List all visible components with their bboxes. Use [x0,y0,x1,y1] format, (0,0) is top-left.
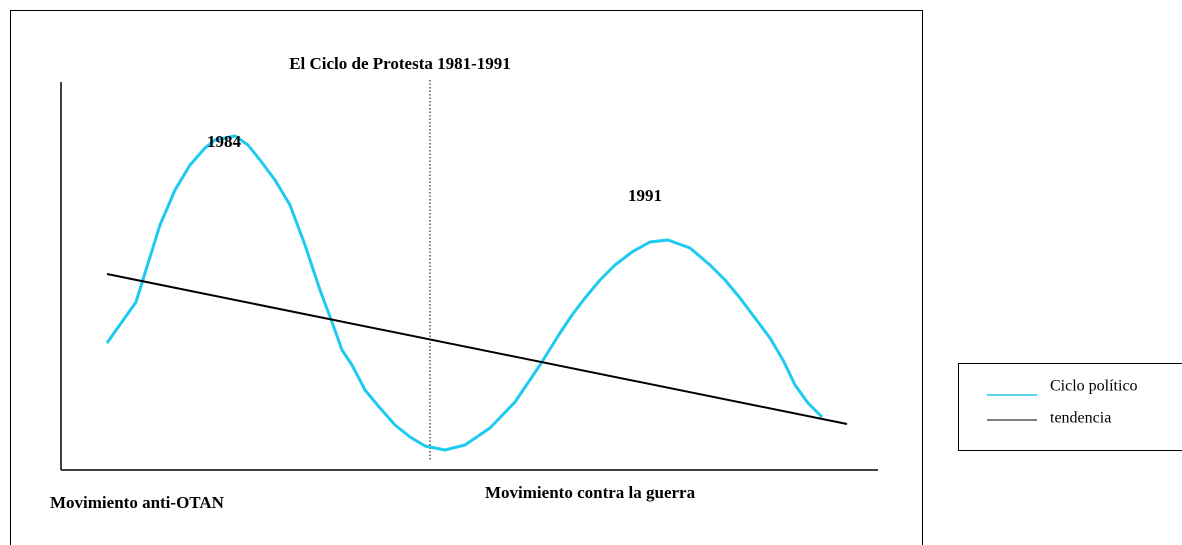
legend-label: tendencia [1050,410,1111,427]
cycle-curve [105,134,824,452]
peak-label: 1984 [207,132,242,151]
legend [958,363,1182,451]
peak-label: 1991 [628,186,662,205]
movement-label: Movimiento contra la guerra [485,483,696,502]
movement-label: Movimiento anti-OTAN [50,493,225,512]
title: El Ciclo de Protesta 1981-1991 [289,54,511,73]
trend-line [106,273,848,425]
frame [10,10,923,545]
legend-label: Ciclo político [1050,378,1138,395]
